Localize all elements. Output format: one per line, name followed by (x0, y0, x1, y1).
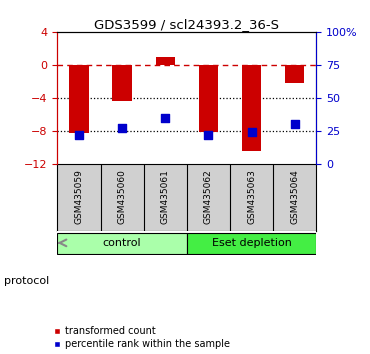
Text: GSM435059: GSM435059 (74, 169, 83, 224)
Text: GSM435061: GSM435061 (161, 169, 170, 224)
Text: protocol: protocol (4, 276, 49, 286)
Text: GSM435060: GSM435060 (118, 169, 127, 224)
Text: Eset depletion: Eset depletion (212, 238, 292, 248)
Bar (57, 233, 187, 254)
Legend: transformed count, percentile rank within the sample: transformed count, percentile rank withi… (53, 326, 230, 349)
Bar (242, 65, 261, 152)
Text: control: control (103, 238, 141, 248)
Bar (199, 65, 218, 132)
Point (162, 115, 168, 120)
Text: GSM435062: GSM435062 (204, 169, 213, 224)
Bar (187, 233, 316, 254)
Title: GDS3599 / scl24393.2_36-S: GDS3599 / scl24393.2_36-S (94, 18, 279, 31)
Point (249, 129, 255, 135)
Point (119, 125, 125, 131)
Point (76, 132, 82, 138)
Point (205, 132, 211, 138)
Bar (285, 65, 305, 83)
Bar (69, 65, 89, 133)
Bar (112, 65, 132, 101)
Text: GSM435064: GSM435064 (290, 169, 299, 224)
Point (292, 121, 298, 127)
Text: GSM435063: GSM435063 (247, 169, 256, 224)
Bar (155, 57, 175, 65)
